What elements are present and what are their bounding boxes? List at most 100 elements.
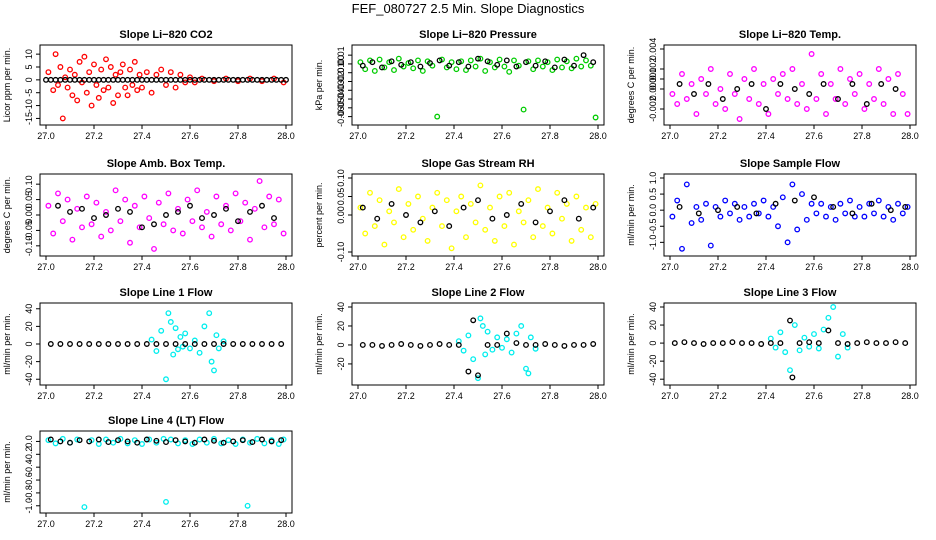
y-tick-label: 0.004 bbox=[648, 38, 658, 61]
data-point bbox=[148, 76, 155, 83]
data-point bbox=[163, 82, 169, 88]
data-point bbox=[475, 197, 481, 204]
data-point bbox=[748, 81, 755, 87]
data-point bbox=[223, 205, 229, 212]
data-point bbox=[170, 227, 177, 234]
data-point bbox=[115, 341, 121, 347]
data-point bbox=[247, 208, 253, 215]
data-point bbox=[391, 219, 397, 226]
data-point bbox=[167, 69, 174, 76]
data-point bbox=[227, 227, 234, 234]
data-point bbox=[583, 57, 589, 64]
data-point bbox=[259, 202, 265, 209]
data-point bbox=[122, 84, 129, 91]
data-point bbox=[863, 339, 870, 346]
data-point bbox=[143, 436, 150, 443]
data-point bbox=[379, 64, 385, 71]
data-point bbox=[811, 194, 817, 201]
y-axis-label: kPa per min. bbox=[314, 60, 324, 111]
y-tick-label: 0.002 bbox=[648, 58, 658, 81]
data-point bbox=[175, 205, 181, 212]
x-tick-label: 27.8 bbox=[853, 131, 871, 141]
data-point bbox=[268, 438, 275, 445]
data-series bbox=[47, 436, 285, 446]
data-point bbox=[674, 101, 681, 107]
data-point bbox=[700, 341, 707, 347]
data-point bbox=[748, 340, 755, 347]
data-point bbox=[669, 213, 676, 220]
data-point bbox=[230, 341, 237, 347]
x-tick-label: 27.2 bbox=[85, 262, 103, 272]
data-point bbox=[575, 215, 582, 222]
data-point bbox=[134, 341, 141, 347]
data-point bbox=[105, 439, 112, 446]
data-point bbox=[554, 56, 561, 63]
data-point bbox=[902, 204, 909, 210]
data-point bbox=[899, 210, 906, 217]
data-point bbox=[381, 241, 388, 248]
data-point bbox=[515, 208, 522, 215]
data-point bbox=[765, 111, 772, 117]
data-point bbox=[395, 55, 402, 62]
data-point bbox=[199, 215, 205, 222]
y-tick-label: 0 bbox=[648, 341, 658, 346]
data-point bbox=[559, 215, 565, 222]
data-point bbox=[592, 114, 599, 121]
y-axis-label: ml/min per min. bbox=[626, 313, 636, 375]
data-point bbox=[266, 193, 273, 200]
y-tick-label: -0.06 bbox=[336, 106, 346, 127]
y-axis-label: Licor ppm per min. bbox=[2, 48, 12, 123]
data-point bbox=[499, 344, 505, 351]
data-point bbox=[489, 215, 496, 222]
data-point bbox=[67, 208, 73, 215]
data-point bbox=[827, 81, 834, 87]
data-point bbox=[55, 202, 61, 209]
data-point bbox=[249, 439, 256, 446]
data-point bbox=[71, 76, 78, 83]
data-point bbox=[211, 437, 217, 444]
data-point bbox=[237, 218, 244, 225]
data-point bbox=[707, 242, 714, 249]
data-point bbox=[218, 221, 225, 228]
data-point bbox=[496, 193, 503, 200]
data-point bbox=[727, 210, 733, 217]
y-axis-label: percent per min. bbox=[314, 182, 324, 247]
data-point bbox=[871, 96, 877, 102]
data-point bbox=[676, 81, 683, 87]
data-point bbox=[691, 340, 697, 347]
data-point bbox=[518, 200, 525, 207]
y-tick-label: 0 bbox=[336, 342, 346, 347]
data-point bbox=[484, 328, 491, 335]
y-tick-label: 0.001 bbox=[648, 68, 658, 91]
data-point bbox=[746, 96, 753, 102]
data-point bbox=[815, 340, 822, 347]
data-point bbox=[256, 178, 263, 185]
data-point bbox=[835, 353, 841, 360]
x-tick-label: 27.8 bbox=[229, 519, 247, 529]
y-tick-label: 20 bbox=[648, 320, 658, 330]
data-point bbox=[439, 223, 445, 230]
x-tick-label: 27.2 bbox=[397, 391, 415, 401]
data-point bbox=[143, 341, 150, 347]
page-title: FEF_080727 2.5 Min. Slope Diagnostics bbox=[351, 1, 585, 16]
data-point bbox=[206, 310, 213, 317]
data-point bbox=[784, 239, 791, 246]
data-series bbox=[676, 194, 909, 217]
panel-title: Slope Li−820 Temp. bbox=[739, 29, 841, 41]
data-point bbox=[590, 341, 597, 347]
data-series bbox=[359, 317, 597, 379]
data-point bbox=[163, 76, 169, 83]
data-point bbox=[134, 76, 141, 83]
data-point bbox=[163, 341, 169, 347]
data-point bbox=[247, 236, 253, 243]
data-point bbox=[842, 210, 849, 217]
data-point bbox=[844, 344, 851, 351]
x-tick-label: 27.0 bbox=[37, 262, 55, 272]
data-point bbox=[551, 64, 558, 71]
data-point bbox=[91, 76, 97, 83]
data-point bbox=[895, 71, 901, 77]
x-tick-label: 27.0 bbox=[661, 391, 679, 401]
y-tick-label: -40 bbox=[24, 373, 34, 386]
data-point bbox=[717, 213, 724, 220]
data-point bbox=[158, 76, 165, 83]
